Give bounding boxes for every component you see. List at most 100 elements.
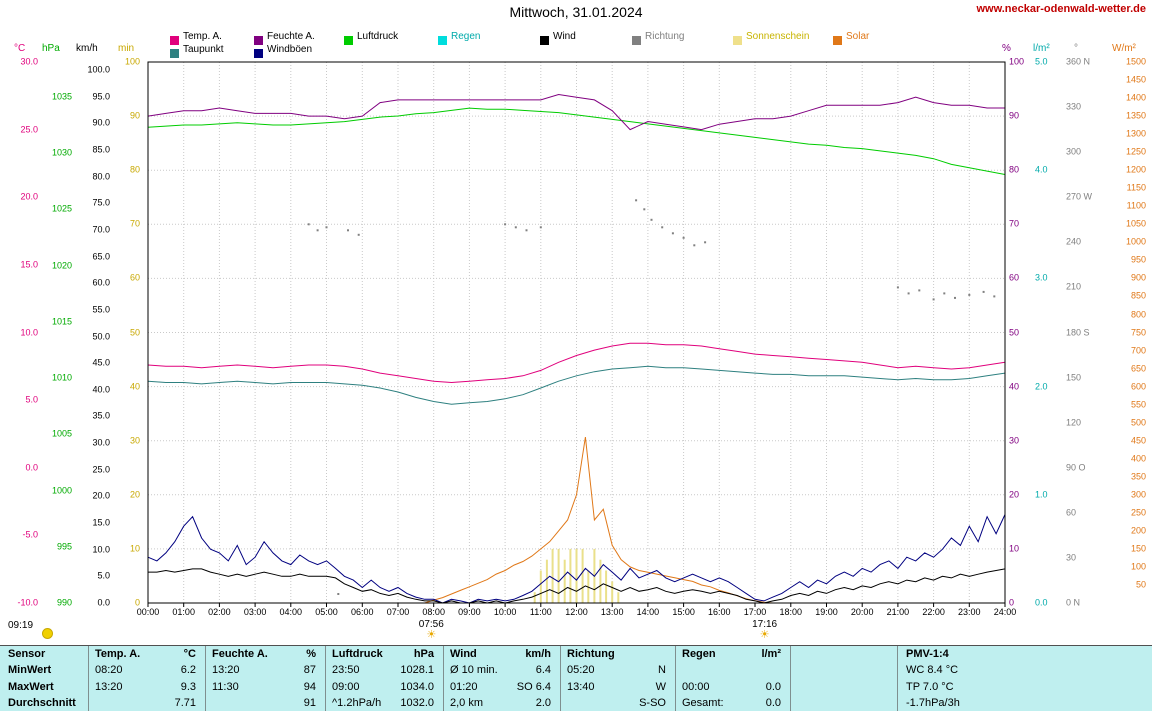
axis-tick-kmh: 40.0 xyxy=(92,384,110,395)
axis-tick-hpa: 1005 xyxy=(51,428,72,439)
table-value-cell: 1034.0 xyxy=(400,681,434,693)
axis-tick-pct: 20 xyxy=(1009,489,1020,500)
axis-tick-wm2: 1400 xyxy=(1125,92,1146,103)
axis-tick-lm2: 1.0 xyxy=(1035,489,1048,500)
axis-tick-wm2: 950 xyxy=(1130,254,1146,265)
axis-tick-pct: 10 xyxy=(1009,543,1020,554)
table-value-cell: SO 6.4 xyxy=(516,681,551,693)
series-wind xyxy=(148,568,1006,604)
axis-tick-wm2: 300 xyxy=(1130,489,1146,500)
x-axis-label: 10:00 xyxy=(493,607,517,617)
weather-chart xyxy=(147,61,1006,607)
x-axis-label: 09:00 xyxy=(458,607,481,617)
table-time-cell: Gesamt: xyxy=(682,697,724,709)
axis-tick-kmh: 35.0 xyxy=(92,410,110,421)
x-axis-label: 07:00 xyxy=(386,607,410,617)
axis-tick-wm2: 1150 xyxy=(1126,182,1146,193)
table-divider xyxy=(325,646,326,711)
axis-tick-kmh: 95.0 xyxy=(92,91,110,102)
legend-item-windb-en: Windböen xyxy=(254,44,312,62)
x-axis-label: 13:00 xyxy=(600,607,624,617)
table-row-header: Durchschnitt xyxy=(8,697,76,709)
table-pmv-cell: WC 8.4 °C xyxy=(906,664,959,676)
series-windb-en xyxy=(147,514,1006,604)
axis-unit-pct: % xyxy=(1002,43,1011,54)
axis-tick-temp: 15.0 xyxy=(20,259,38,270)
axis-tick-deg: 300 xyxy=(1066,146,1082,157)
axis-tick-pct: 60 xyxy=(1009,272,1020,283)
legend-label: Taupunkt xyxy=(183,44,224,55)
axis-tick-temp: 0.0 xyxy=(25,462,38,473)
x-axis-label: 23:00 xyxy=(958,607,981,617)
direction-dot xyxy=(525,229,528,232)
legend-swatch-regen xyxy=(438,36,447,45)
table-value-cell: 2.0 xyxy=(535,697,551,709)
axis-tick-wm2: 1500 xyxy=(1125,56,1146,67)
axis-unit-lm2: l/m² xyxy=(1033,43,1050,54)
table-col-header: Luftdruck xyxy=(332,648,383,660)
axis-tick-kmh: 75.0 xyxy=(92,197,110,208)
table-row-header: Sensor xyxy=(8,648,46,660)
axis-tick-lm2: 4.0 xyxy=(1035,164,1048,175)
table-value-cell: 0.0 xyxy=(765,681,781,693)
axis-tick-min: 40 xyxy=(129,381,140,392)
direction-dot xyxy=(968,293,971,296)
direction-dot xyxy=(635,199,638,202)
website-link[interactable]: www.neckar-odenwald-wetter.de xyxy=(976,3,1146,15)
axis-tick-kmh: 20.0 xyxy=(92,490,110,501)
direction-dot xyxy=(650,218,653,221)
table-divider xyxy=(205,646,206,711)
x-axis-label: 05:00 xyxy=(315,607,338,617)
axis-tick-kmh: 30.0 xyxy=(92,437,110,448)
direction-dot xyxy=(932,298,935,301)
axis-unit-hpa: hPa xyxy=(42,43,60,54)
table-value-cell: 0.0 xyxy=(765,697,781,709)
x-axis-label: 08:00 xyxy=(422,607,445,617)
axis-tick-kmh: 15.0 xyxy=(92,517,110,528)
table-col-header: Feuchte A. xyxy=(212,648,268,660)
legend-swatch-sonnenschein xyxy=(733,36,742,45)
direction-dot xyxy=(982,290,985,293)
x-axis-label: 20:00 xyxy=(850,607,874,617)
axis-tick-deg: 0 N xyxy=(1066,597,1081,608)
x-axis-label: 01:00 xyxy=(172,607,195,617)
legend-swatch-luftdruck xyxy=(344,36,353,45)
table-col-unit: km/h xyxy=(525,648,551,660)
axis-tick-wm2: 1350 xyxy=(1125,110,1146,121)
page-title: Mittwoch, 31.01.2024 xyxy=(509,4,643,20)
legend-swatch-solar xyxy=(833,36,842,45)
axis-tick-wm2: 1000 xyxy=(1125,236,1146,247)
axis-tick-min: 100 xyxy=(124,56,140,67)
series-luftdruck xyxy=(147,107,1006,175)
sunrise-time: 07:56 xyxy=(418,619,444,630)
x-axis-label: 16:00 xyxy=(708,607,731,617)
legend-item-temp-a: Temp. A. xyxy=(170,31,222,49)
table-time-cell: 2,0 km xyxy=(450,697,484,709)
table-pmv-cell: -1.7hPa/3h xyxy=(906,697,960,709)
table-col-header: Richtung xyxy=(567,648,615,660)
x-axis-label: 18:00 xyxy=(779,607,803,617)
direction-dot xyxy=(954,296,956,299)
axis-tick-min: 10 xyxy=(129,543,140,554)
axis-tick-min: 50 xyxy=(129,327,140,337)
axis-tick-wm2: 850 xyxy=(1130,290,1146,301)
legend-swatch-richtung xyxy=(632,36,641,45)
axis-tick-wm2: 600 xyxy=(1130,381,1146,392)
table-divider xyxy=(88,646,89,711)
table-value-cell: 6.4 xyxy=(535,664,551,676)
table-value-cell: 7.71 xyxy=(174,697,196,709)
axis-tick-kmh: 90.0 xyxy=(92,117,110,128)
x-axis-label: 24:00 xyxy=(993,607,1017,617)
table-time-cell: 11:30 xyxy=(212,681,239,693)
axis-tick-wm2: 1200 xyxy=(1125,164,1146,175)
table-time-cell: 09:00 xyxy=(332,681,360,693)
table-value-cell: 94 xyxy=(303,681,316,693)
legend-label: Solar xyxy=(846,31,870,42)
axis-tick-deg: 30 xyxy=(1066,552,1077,563)
axis-tick-kmh: 50.0 xyxy=(92,331,110,341)
axis-tick-deg: 360 N xyxy=(1066,56,1091,67)
axis-tick-min: 30 xyxy=(129,435,140,446)
table-value-cell: 9.3 xyxy=(180,681,196,693)
legend-item-luftdruck: Luftdruck xyxy=(344,31,398,49)
